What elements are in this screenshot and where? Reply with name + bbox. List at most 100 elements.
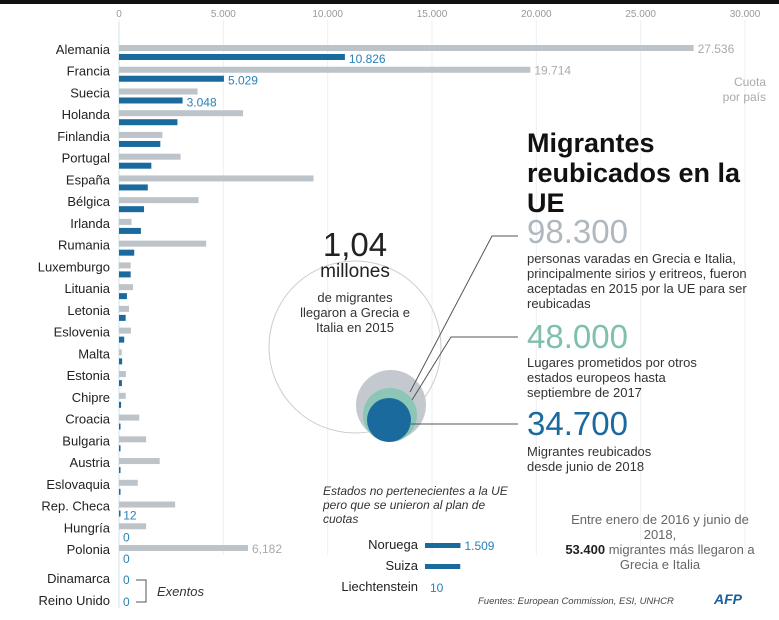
quota-bar <box>119 414 140 421</box>
relocated-bar <box>119 140 161 147</box>
arrival-note: Entre enero de 2016 y junio de 2018, 53.… <box>560 512 760 572</box>
source: Fuentes: European Commission, ESI, UNHCR <box>478 596 674 607</box>
relocated-value-label: 0 <box>123 552 130 566</box>
stat-desc-stranded: personas varadas en Grecia e Italia, pri… <box>527 251 747 311</box>
relocated-bar <box>119 271 131 278</box>
quota-value-label: 19.714 <box>534 64 571 78</box>
tick-label: 15.000 <box>417 9 448 20</box>
relocated-value-label: 5.029 <box>228 74 258 88</box>
stat-desc-promised: Lugares prometidos por otros estados eur… <box>527 355 697 400</box>
category-label: Rumania <box>58 238 111 253</box>
category-label: Holanda <box>62 107 111 122</box>
non-eu-bar <box>425 543 461 548</box>
exempt-value: 0 <box>123 595 130 609</box>
category-label: Suecia <box>70 85 111 100</box>
exempt-label: Reino Unido <box>38 593 110 608</box>
circle-relocated <box>367 398 411 442</box>
quota-bar <box>119 45 694 51</box>
relocated-bar <box>119 97 183 104</box>
relocated-bar <box>119 75 224 82</box>
exempt-value: 0 <box>123 573 130 587</box>
category-label: España <box>66 172 111 187</box>
title: Migrantes reubicados en la UE <box>527 128 741 218</box>
quota-bar <box>119 392 126 399</box>
relocated-bar <box>119 162 152 169</box>
category-label: Bélgica <box>67 194 110 209</box>
quota-bar <box>119 110 244 117</box>
relocated-bar <box>119 467 121 474</box>
quota-value-label: 27.536 <box>698 42 735 56</box>
quota-bar <box>119 327 131 334</box>
quota-bar <box>119 479 138 486</box>
note-pre: Entre enero de 2016 y junio de 2018, <box>571 512 749 542</box>
category-label: Letonia <box>67 303 110 318</box>
quota-bar <box>119 197 199 204</box>
quota-bar <box>119 458 160 465</box>
category-label: Finlandia <box>57 129 111 144</box>
relocated-bar <box>119 293 127 300</box>
circle-desc: de migrantes llegaron a Grecia e Italia … <box>300 290 410 335</box>
relocated-bar <box>119 227 141 234</box>
quota-bar <box>119 501 176 508</box>
relocated-bar <box>119 314 126 321</box>
legend-quota-line1: Cuota <box>734 75 766 89</box>
exempt-bracket <box>136 579 147 603</box>
stat-value-relocated: 34.700 <box>527 405 628 442</box>
quota-bar <box>119 66 531 73</box>
quota-bar <box>119 523 147 530</box>
exempt-label: Dinamarca <box>47 571 111 586</box>
relocated-bar <box>119 488 121 495</box>
category-label: Malta <box>78 346 111 361</box>
quota-bar <box>119 284 133 291</box>
quota-bar <box>119 349 122 356</box>
non-eu-label: Liechtenstein <box>341 579 418 594</box>
relocated-bar <box>119 401 122 408</box>
top-border <box>0 0 779 4</box>
relocated-bar <box>119 510 121 517</box>
non-eu-value: 10 <box>430 581 444 595</box>
circle-number: 1,04 <box>322 226 388 263</box>
leader-line-promised <box>411 336 518 401</box>
relocated-value-label: 0 <box>123 530 130 544</box>
non-eu-title: Estados no pertenecientes a la UE pero q… <box>323 484 508 526</box>
circle-arrivals <box>268 260 442 434</box>
relocated-value-label: 10.826 <box>349 52 386 66</box>
note-number: 53.400 <box>565 542 606 557</box>
category-label: Francia <box>67 64 111 79</box>
quota-bar <box>119 262 131 269</box>
relocated-bar <box>119 380 122 387</box>
category-label: Estonia <box>67 368 111 383</box>
afp-logo: AFP <box>714 591 742 607</box>
quota-bar <box>119 436 147 443</box>
tick-label: 10.000 <box>312 9 343 20</box>
quota-bar <box>119 153 181 160</box>
tick-label: 5.000 <box>211 9 236 20</box>
stat-value-promised: 48.000 <box>527 318 628 355</box>
tick-label: 25.000 <box>625 9 656 20</box>
quota-value-label: 6,182 <box>252 542 282 556</box>
relocated-bar <box>119 445 121 452</box>
circle-unit: millones <box>320 261 390 282</box>
relocated-bar <box>119 336 125 343</box>
relocated-bar <box>119 54 345 60</box>
relocated-bar <box>119 249 135 256</box>
relocated-bar <box>119 119 178 126</box>
quota-bar <box>119 371 126 378</box>
category-label: Croacia <box>65 412 111 427</box>
category-label: Portugal <box>62 151 111 166</box>
relocated-value-label: 12 <box>123 509 137 523</box>
relocated-bar <box>119 184 148 191</box>
relocated-value-label: 3.048 <box>187 95 217 109</box>
quota-bar <box>119 545 248 552</box>
legend-quota-line2: por país <box>723 90 766 104</box>
tick-label: 0 <box>116 9 122 20</box>
stat-desc-relocated: Migrantes reubicados desde junio de 2018 <box>527 444 652 474</box>
relocated-bar <box>119 206 145 213</box>
category-label: Chipre <box>72 390 110 405</box>
quota-bar <box>119 240 207 247</box>
non-eu-label: Suiza <box>385 558 418 573</box>
tick-label: 20.000 <box>521 9 552 20</box>
category-label: Polonia <box>67 542 111 557</box>
non-eu-value: 1.509 <box>464 539 494 553</box>
